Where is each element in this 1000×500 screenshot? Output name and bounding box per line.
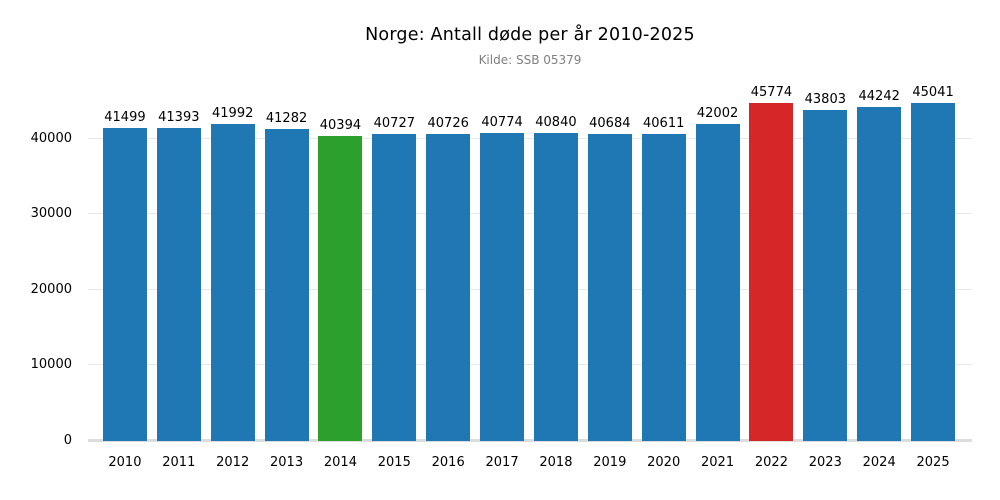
x-tick-label-2014: 2014 [323,455,357,470]
bar-2015 [372,134,417,441]
bar-group-2011: 41393 [152,85,206,441]
bar-value-label-2021: 42002 [696,106,739,121]
x-tick-label-2022: 2022 [754,455,788,470]
y-tick-label-0: 0 [63,433,72,448]
gridline-20000 [88,289,972,290]
bar-value-label-2019: 40684 [589,116,631,131]
bar-group-2015: 40727 [367,85,421,441]
bar-2021 [695,124,740,441]
x-tick-label-2020: 2020 [647,455,681,470]
bar-value-label-2016: 40726 [427,116,469,131]
bar-2025 [911,103,956,441]
bar-value-label-2023: 43803 [804,92,846,107]
bar-group-2022: 45774 [745,85,799,441]
bar-group-2012: 41992 [206,85,260,441]
bar-2022 [749,103,794,441]
bar-group-2025: 45041 [906,85,960,441]
bar-value-label-2025: 45041 [912,85,954,100]
bar-2019 [587,134,632,441]
y-tick-label-10000: 10000 [30,357,72,373]
bar-value-label-2018: 40840 [535,115,577,130]
bar-2012 [210,124,255,441]
bar-value-label-2022: 45774 [750,85,793,100]
bar-value-label-2015: 40727 [373,116,415,131]
gridline-40000 [88,138,972,139]
x-axis-labels: 2010 2011 2012 2013 2014 2015 2016 2017 2018 2019… [98,455,960,470]
bar-2020 [641,134,686,441]
bar-group-2013: 41282 [260,85,314,441]
bar-group-2024: 44242 [852,85,906,441]
bar-2013 [264,129,309,441]
bar-value-label-2010: 41499 [104,110,146,125]
bar-group-2017: 40774 [475,85,529,441]
bar-group-2019: 40684 [583,85,637,441]
x-tick-label-2011: 2011 [162,455,196,470]
x-tick-label-2010: 2010 [108,455,142,470]
bar-value-label-2011: 41393 [158,110,200,125]
x-axis-baseline [88,439,972,442]
bar-value-label-2013: 41282 [265,111,308,126]
x-tick-label-2019: 2019 [593,455,627,470]
bar-2011 [156,128,201,441]
x-tick-label-2024: 2024 [862,455,896,470]
bar-value-label-2024: 44242 [858,89,900,104]
x-tick-label-2023: 2023 [808,455,842,470]
bar-group-2018: 40840 [529,85,583,441]
bar-group-2023: 43803 [798,85,852,441]
bar-2024 [857,107,902,441]
bar-2010 [102,128,147,441]
gridline-30000 [88,213,972,214]
bar-group-2010: 41499 [98,85,152,441]
bar-group-2016: 40726 [421,85,475,441]
chart-subtitle: Kilde: SSB 05379 [478,53,582,67]
bar-2014 [318,136,363,441]
x-tick-label-2021: 2021 [701,455,735,470]
bar-value-label-2014: 40394 [319,118,362,133]
bar-value-label-2017: 40774 [481,115,523,130]
x-tick-label-2025: 2025 [916,455,950,470]
bar-group-2014: 40394 [314,85,368,441]
y-tick-label-30000: 30000 [30,206,72,222]
y-tick-label-40000: 40000 [30,130,72,146]
bar-group-2021: 42002 [691,85,745,441]
bar-group-2020: 40611 [637,85,691,441]
gridline-10000 [88,364,972,365]
bar-2016 [426,134,471,441]
bar-2023 [803,110,848,441]
bar-value-label-2012: 41992 [212,106,254,121]
x-tick-label-2015: 2015 [377,455,411,470]
x-tick-label-2013: 2013 [270,455,304,470]
x-tick-label-2012: 2012 [216,455,250,470]
chart-title: Norge: Antall døde per år 2010-2025 [365,25,695,45]
x-tick-label-2018: 2018 [539,455,573,470]
x-tick-label-2016: 2016 [431,455,465,470]
bar-2017 [480,133,525,441]
bar-value-label-2020: 40611 [643,116,685,131]
bar-2018 [533,133,578,441]
x-tick-label-2017: 2017 [485,455,519,470]
y-tick-label-20000: 20000 [30,281,72,297]
plot-area: 41499 41393 41992 41282 40394 40727 40726 40774… [88,85,972,442]
bars-container: 41499 41393 41992 41282 40394 40727 40726 40774… [98,85,960,441]
